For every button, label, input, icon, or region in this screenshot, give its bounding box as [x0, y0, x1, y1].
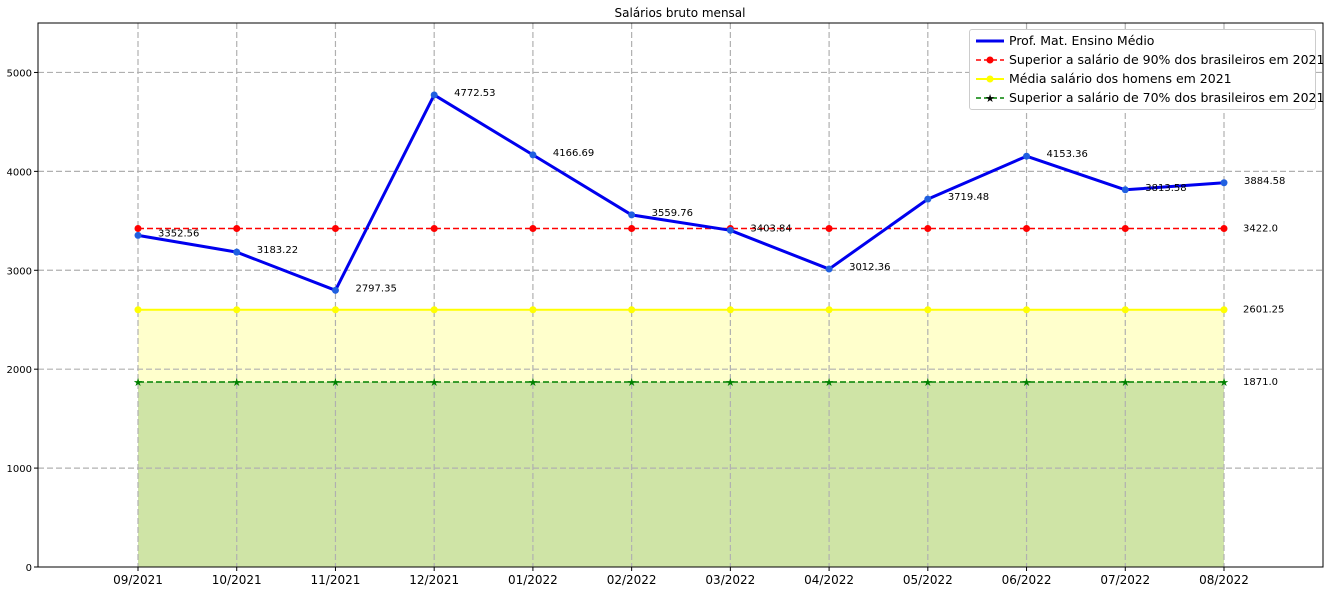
- data-point: [628, 306, 636, 314]
- data-point-star: ★: [627, 376, 637, 389]
- x-tick-label: 02/2022: [607, 573, 657, 587]
- data-point-star: ★: [133, 376, 143, 389]
- main-data-point: [1220, 179, 1228, 187]
- y-tick-label: 0: [26, 563, 32, 574]
- data-point: [924, 225, 932, 233]
- data-point: [1121, 306, 1129, 314]
- data-point: [430, 225, 438, 233]
- data-point: [1023, 225, 1031, 233]
- legend-swatch-dashed-red: [976, 56, 1004, 64]
- data-value-label: 2797.35: [355, 283, 396, 294]
- legend-label: Média salário dos homens em 2021: [1009, 71, 1232, 86]
- data-point: [1220, 306, 1228, 314]
- x-tick-label: 05/2022: [903, 573, 953, 587]
- data-point: [1220, 225, 1228, 233]
- data-point: [134, 306, 142, 314]
- x-tick-label: 04/2022: [804, 573, 854, 587]
- data-point-star: ★: [528, 376, 538, 389]
- legend-swatch-dashed-green: ★: [976, 92, 1004, 105]
- data-point: [233, 306, 241, 314]
- data-point: [134, 225, 142, 233]
- data-point-star: ★: [1219, 376, 1229, 389]
- legend-label: Prof. Mat. Ensino Médio: [1009, 33, 1155, 48]
- data-point: [825, 225, 833, 233]
- y-tick-label: 2000: [7, 365, 32, 376]
- data-point-star: ★: [824, 376, 834, 389]
- data-value-label: 3183.22: [257, 245, 298, 256]
- x-tick-label: 03/2022: [705, 573, 755, 587]
- data-point-star: ★: [923, 376, 933, 389]
- legend-swatch-solid-blue: [976, 39, 1004, 43]
- green-band-fill: [138, 381, 1224, 567]
- data-point: [628, 225, 636, 233]
- main-data-point: [430, 91, 438, 99]
- yellow-band-fill: [138, 309, 1224, 382]
- main-data-point: [924, 195, 932, 203]
- data-value-label: 3813.58: [1145, 183, 1186, 194]
- main-data-point: [233, 248, 241, 256]
- data-value-label: 3403.84: [750, 223, 791, 234]
- main-data-point: [825, 265, 833, 273]
- plot-frame: [37, 22, 1324, 568]
- x-tick-label: 12/2021: [409, 573, 459, 587]
- data-point: [825, 306, 833, 314]
- main-series-line: [137, 93, 1225, 292]
- main-data-point: [628, 211, 636, 219]
- data-value-label: 4772.53: [454, 88, 495, 99]
- end-value-label: 2601.25: [1243, 305, 1284, 316]
- x-tick-label: 01/2022: [508, 573, 558, 587]
- y-tick-label: 1000: [7, 464, 32, 475]
- main-data-point: [331, 286, 339, 294]
- main-data-point: [1121, 186, 1129, 194]
- data-point: [726, 306, 734, 314]
- chart-title: Salários bruto mensal: [615, 6, 746, 20]
- main-data-point: [529, 151, 537, 159]
- data-point-star: ★: [725, 376, 735, 389]
- x-tick-label: 06/2022: [1002, 573, 1052, 587]
- data-point: [529, 225, 537, 233]
- y-tick-label: 3000: [7, 266, 32, 277]
- main-data-point: [134, 231, 142, 239]
- data-point: [233, 225, 241, 233]
- data-point-star: ★: [232, 376, 242, 389]
- data-point: [331, 306, 339, 314]
- main-data-point: [726, 226, 734, 234]
- data-value-label: 3012.36: [849, 262, 890, 273]
- end-value-label: 3422.0: [1243, 224, 1278, 235]
- data-point: [924, 306, 932, 314]
- end-value-label: 1871.0: [1243, 377, 1278, 388]
- data-point-star: ★: [331, 376, 341, 389]
- legend-swatch-solid-yellow: [976, 75, 1004, 83]
- main-data-point: [1023, 152, 1031, 160]
- data-point: [331, 225, 339, 233]
- data-point-star: ★: [1120, 376, 1130, 389]
- y-tick-label: 5000: [7, 68, 32, 79]
- data-value-label: 3559.76: [652, 208, 693, 219]
- legend-label: Superior a salário de 90% dos brasileiro…: [1009, 52, 1325, 67]
- x-tick-label: 08/2022: [1199, 573, 1249, 587]
- data-point-star: ★: [1022, 376, 1032, 389]
- data-point-star: ★: [429, 376, 439, 389]
- data-point: [1023, 306, 1031, 314]
- data-value-label: 3352.56: [158, 228, 199, 239]
- x-tick-label: 10/2021: [212, 573, 262, 587]
- data-point: [529, 306, 537, 314]
- data-value-label: 4153.36: [1047, 149, 1088, 160]
- data-value-label: 4166.69: [553, 148, 594, 159]
- data-value-label: 3719.48: [948, 192, 989, 203]
- data-point: [430, 306, 438, 314]
- x-tick-label: 09/2021: [113, 573, 163, 587]
- data-value-label: 3884.58: [1244, 176, 1285, 187]
- chart-legend: Prof. Mat. Ensino Médio Superior a salár…: [969, 29, 1324, 110]
- x-tick-label: 07/2022: [1100, 573, 1150, 587]
- y-tick-label: 4000: [7, 167, 32, 178]
- svg-text:★: ★: [985, 92, 995, 105]
- data-point: [1121, 225, 1129, 233]
- x-tick-label: 11/2021: [311, 573, 361, 587]
- legend-label: Superior a salário de 70% dos brasileiro…: [1009, 90, 1325, 105]
